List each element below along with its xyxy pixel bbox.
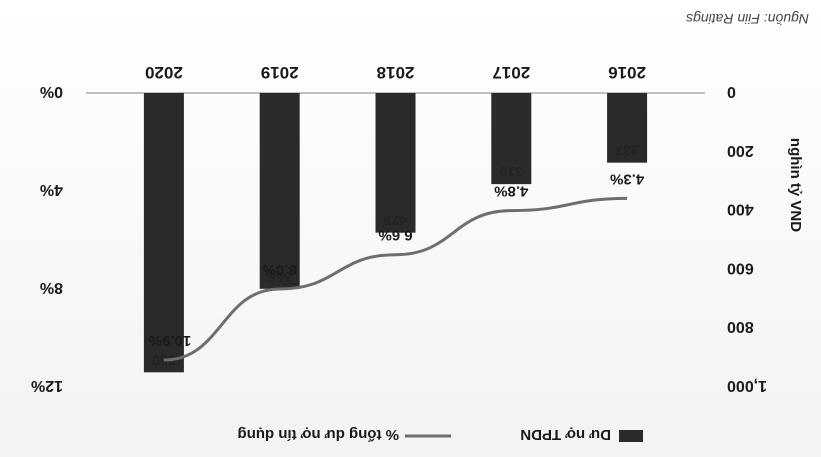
line-label-2018: 6.6%	[378, 227, 412, 244]
bar-value-labels: 237 310 475 666 950	[152, 143, 639, 369]
bar-2020	[143, 93, 184, 373]
right-axis-ticks: 0% 4% 8% 12%	[31, 83, 63, 394]
x-tick-2019: 2019	[261, 63, 299, 82]
legend: Dư nợ TPDN % tổng dư nợ tín dụng	[238, 426, 643, 443]
x-tick-2018: 2018	[377, 63, 415, 82]
y-axis-title: nghìn tỷ VND	[787, 138, 804, 232]
bar-label-2017: 310	[499, 164, 523, 180]
bar-2019	[259, 93, 300, 289]
line-series	[163, 196, 628, 362]
line-label-2017: 4.8%	[494, 183, 528, 200]
x-tick-2016: 2016	[608, 63, 646, 82]
line-label-2019: 8.0%	[263, 261, 297, 278]
bar-label-2018: 475	[384, 213, 408, 229]
bar-series	[143, 93, 648, 373]
bar-label-2020: 950	[152, 352, 176, 368]
bar-label-2016: 237	[615, 143, 639, 159]
source-note: Nguồn: Fiin Ratings	[686, 11, 809, 27]
y2-tick-4%: 4%	[40, 181, 63, 198]
x-axis-labels: 2016 2017 2018 2019 2020	[145, 63, 646, 82]
x-tick-2017: 2017	[492, 63, 530, 82]
y-tick-0: 0	[727, 83, 736, 100]
bar-2017	[491, 93, 532, 185]
y2-tick-12%: 12%	[31, 377, 63, 394]
line-label-2016: 4.3%	[610, 170, 644, 187]
y2-tick-8%: 8%	[40, 279, 63, 296]
x-tick-2020: 2020	[145, 63, 183, 82]
y-tick-800: 800	[727, 318, 754, 335]
y-tick-400: 400	[727, 201, 754, 218]
y2-tick-0%: 0%	[40, 83, 63, 100]
y-tick-200: 200	[727, 142, 754, 159]
bar-2016	[607, 93, 648, 163]
line-label-2020: 10.9%	[149, 332, 192, 349]
rotated-figure: Nguồn: Fiin Ratings 237 310 475 666 950 4.3%…	[31, 11, 809, 443]
legend-bar-swatch	[619, 430, 643, 442]
bar-label-2019: 666	[268, 269, 292, 285]
bar-2018	[375, 93, 416, 233]
line-value-labels: 4.3% 4.8% 6.6% 8.0% 10.9%	[149, 170, 645, 349]
legend-line-label: % tổng dư nợ tín dụng	[238, 426, 399, 443]
legend-bar-label: Dư nợ TPDN	[520, 426, 611, 443]
left-axis-ticks: 0 200 400 600 800 1,000	[727, 83, 767, 394]
y-tick-1,000: 1,000	[727, 377, 767, 394]
y-tick-600: 600	[727, 259, 754, 276]
